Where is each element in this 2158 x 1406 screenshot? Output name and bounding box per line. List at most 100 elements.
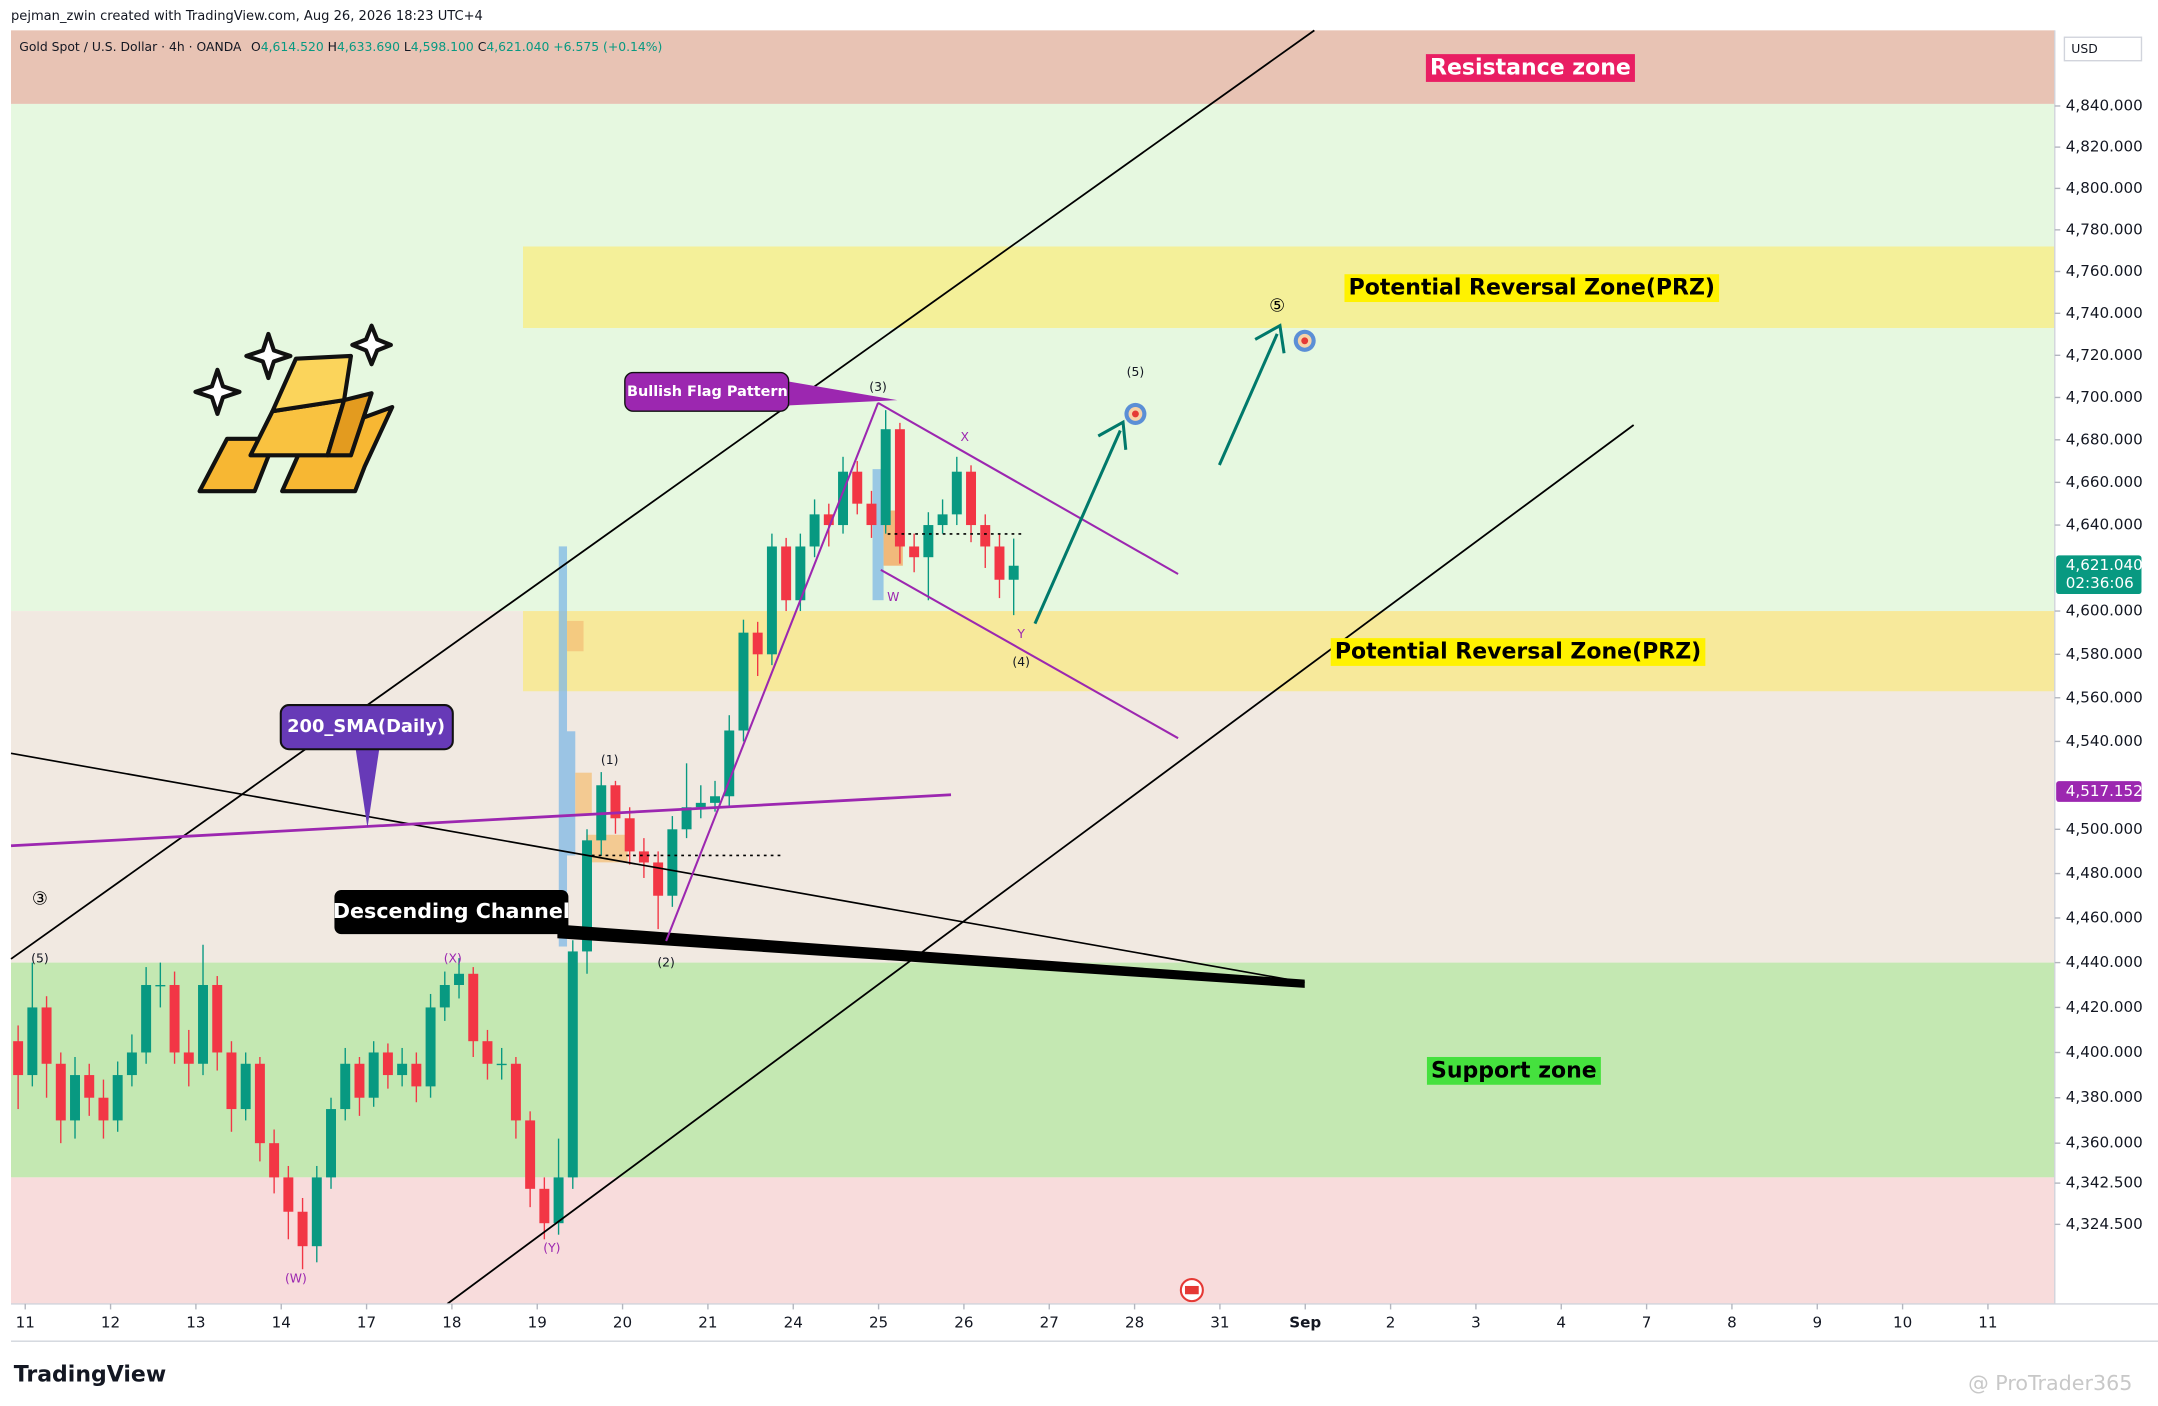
wave-label: W	[887, 589, 899, 604]
candle-body	[880, 429, 891, 526]
x-tick-label: 19	[528, 1314, 547, 1332]
wave-label: (5)	[1127, 364, 1145, 379]
x-tick-label: 17	[357, 1314, 376, 1332]
price-tag-countdown: 02:36:06	[2066, 574, 2134, 592]
zone-label: Support zone	[1431, 1058, 1597, 1083]
candle-body	[809, 514, 820, 547]
x-tick-label: 21	[698, 1314, 717, 1332]
wave-label: (4)	[1012, 654, 1030, 669]
x-tick-label: 11	[1978, 1314, 1997, 1332]
zone	[11, 962, 2055, 1178]
x-tick-label: 24	[784, 1314, 803, 1332]
y-tick-label: 4,640.000	[2066, 516, 2143, 534]
candle-body	[966, 471, 977, 526]
wave-label: Y	[1016, 626, 1025, 641]
vp-bar	[586, 834, 628, 863]
candle-body	[994, 546, 1005, 580]
candle-body	[894, 429, 905, 547]
candle-body	[695, 802, 706, 808]
wave-label: (Y)	[543, 1240, 560, 1255]
candle-body	[98, 1097, 109, 1121]
target-icon	[1293, 329, 1316, 352]
vp-bar	[872, 469, 884, 601]
ohlc-key: O	[251, 38, 261, 53]
candle-body	[838, 471, 849, 526]
x-tick-label: 2	[1386, 1314, 1396, 1332]
candle-body	[710, 796, 721, 803]
sma-label: 200_SMA(Daily)	[287, 716, 445, 737]
candle-body	[454, 973, 464, 985]
candle-body	[781, 546, 792, 601]
candle-body	[226, 1052, 237, 1110]
candle-body	[141, 984, 152, 1053]
candle-body	[397, 1063, 408, 1076]
x-tick-label: 12	[101, 1314, 120, 1332]
y-tick-label: 4,440.000	[2066, 953, 2143, 971]
candle-body	[738, 632, 749, 731]
currency: USD	[2071, 41, 2097, 56]
drawings	[10, 29, 1635, 1305]
y-tick-label: 4,800.000	[2066, 179, 2143, 197]
currency-box[interactable]	[2063, 36, 2143, 62]
candle-body	[482, 1041, 493, 1064]
flag-line	[877, 401, 1179, 575]
vp-bar	[567, 620, 584, 652]
candle-body	[55, 1063, 66, 1121]
channel-line	[10, 752, 1305, 984]
zones	[11, 30, 2055, 1304]
candle-body	[525, 1120, 536, 1189]
y-tick-label: 4,460.000	[2066, 908, 2143, 926]
zone-label: Resistance zone	[1430, 56, 1631, 81]
x-tick-label: 28	[1125, 1314, 1144, 1332]
zone-label-box	[1426, 1056, 1601, 1085]
callout-box	[624, 371, 790, 412]
candle-body	[126, 1052, 137, 1076]
vp-bar	[558, 546, 568, 947]
y-tick-label: 4,500.000	[2066, 820, 2143, 838]
x-tick-label: 26	[954, 1314, 973, 1332]
vp-bar	[575, 772, 592, 815]
x-tick-label: Sep	[1289, 1314, 1321, 1332]
x-tick-label: 18	[442, 1314, 461, 1332]
arrow-head	[1097, 419, 1128, 450]
candle-body	[269, 1143, 280, 1178]
candle-body	[681, 807, 692, 830]
credit: pejman_zwin created with TradingView.com…	[11, 9, 483, 24]
candle-body	[183, 1052, 194, 1064]
candle-body	[425, 1007, 436, 1087]
ohlc-key: H	[328, 38, 337, 53]
ohlc-value: 4,633.690	[337, 38, 400, 53]
ohlc-value: 4,598.100	[411, 38, 474, 53]
candle-body	[752, 632, 763, 655]
wave-label: (1)	[601, 752, 619, 767]
candle-body	[297, 1211, 308, 1247]
candle-body	[795, 546, 806, 601]
candle-body	[638, 851, 649, 863]
ohlc-value: 4,621.040	[486, 38, 549, 53]
candle-body	[909, 546, 920, 558]
arrow	[1217, 333, 1279, 466]
zone-label-box	[1344, 274, 1720, 303]
candle-body	[582, 840, 592, 952]
x-tick-label: 20	[613, 1314, 632, 1332]
y-tick-label: 4,400.000	[2066, 1043, 2143, 1061]
zone-label: Potential Reversal Zone(PRZ)	[1349, 276, 1715, 301]
candle-body	[724, 730, 735, 797]
x-tick-label: 3	[1471, 1314, 1481, 1332]
candle-body	[198, 984, 208, 1064]
candle-body	[411, 1063, 422, 1087]
price-tag	[2056, 555, 2142, 595]
wave-label: ⑤	[1269, 295, 1285, 316]
candle-body	[496, 1063, 507, 1066]
x-tick-label: 14	[272, 1314, 291, 1332]
x-tick-label: 13	[186, 1314, 205, 1332]
x-tick-label: 10	[1893, 1314, 1912, 1332]
candle-body	[610, 785, 621, 819]
zone	[523, 246, 2055, 328]
price-tag	[2056, 781, 2142, 802]
candle-body	[866, 503, 877, 526]
candle-body	[567, 951, 578, 1178]
event-icon[interactable]	[1179, 1278, 1204, 1303]
